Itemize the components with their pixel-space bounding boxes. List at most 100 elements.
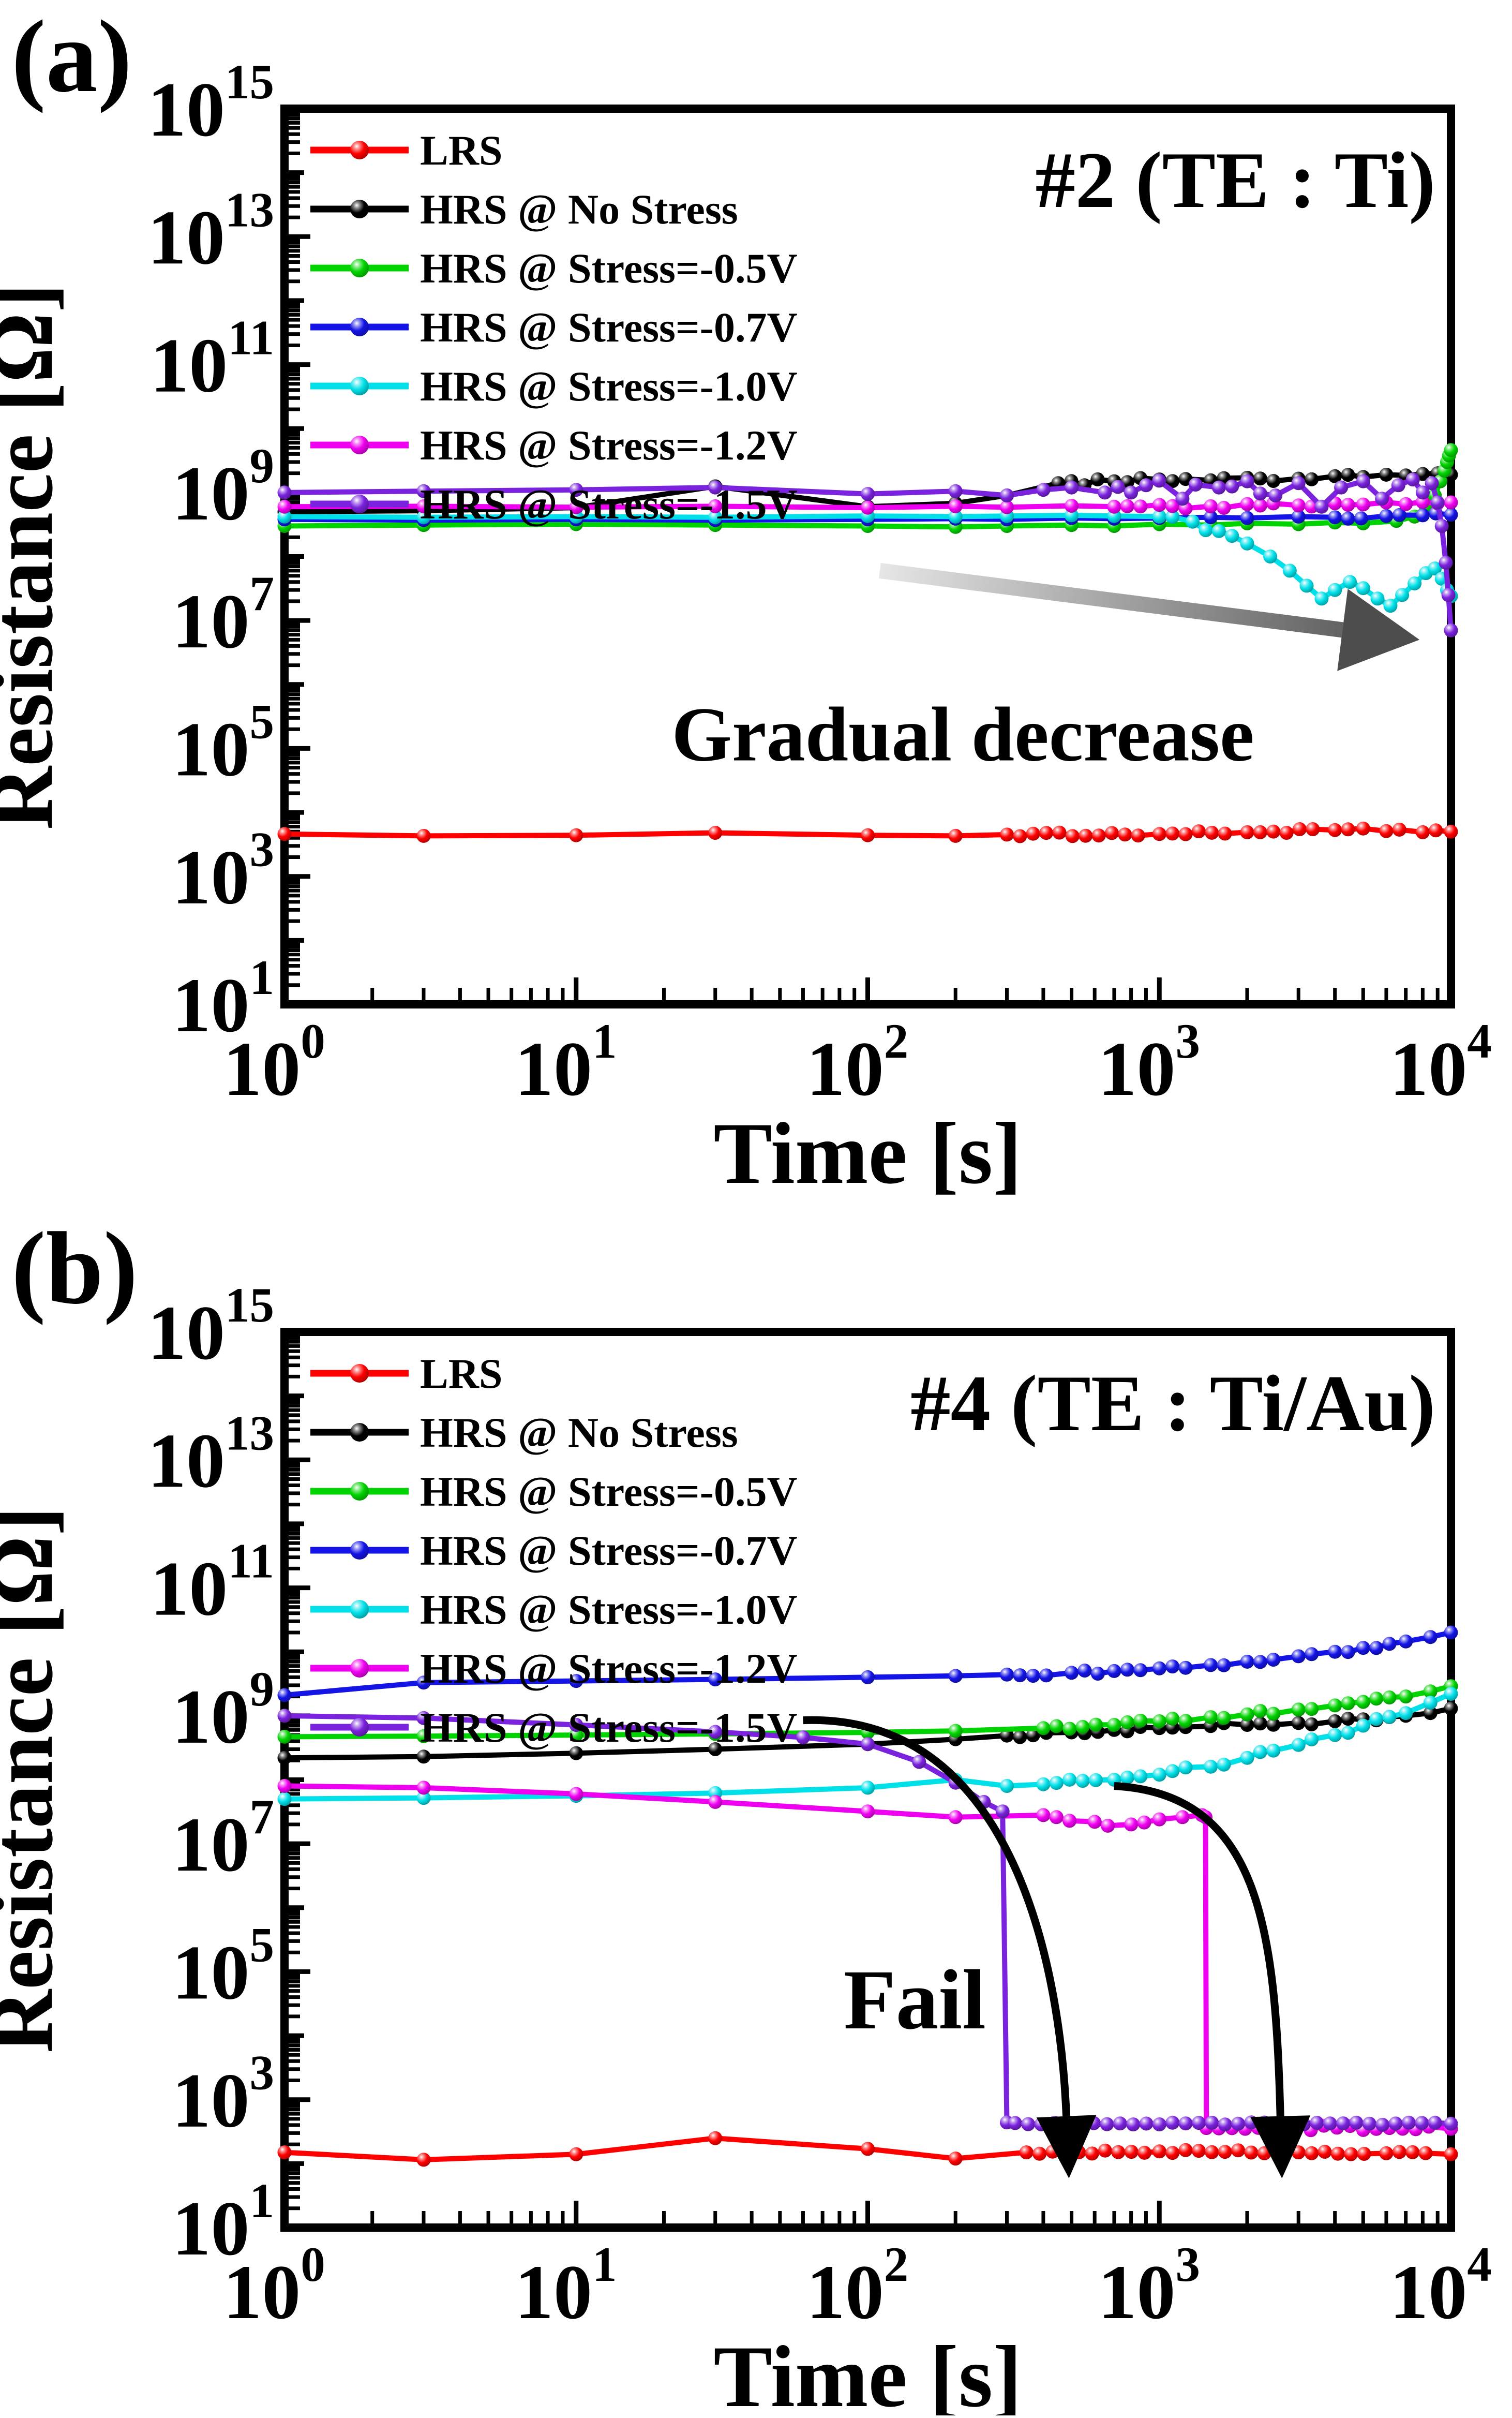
- series-marker: [912, 1755, 926, 1769]
- series-marker: [1133, 499, 1148, 514]
- series-marker: [1107, 1718, 1121, 1732]
- series-marker: [1379, 824, 1394, 838]
- series-marker: [1268, 488, 1283, 502]
- series-marker: [569, 483, 583, 497]
- y-tick-label: 1015: [147, 54, 274, 153]
- series-marker: [1428, 2115, 1442, 2130]
- series-marker: [1152, 1812, 1166, 1827]
- series-marker: [416, 1711, 431, 1725]
- series-marker: [1240, 536, 1254, 551]
- series-marker: [1334, 480, 1349, 495]
- series-marker: [796, 1730, 810, 1745]
- series-marker: [1291, 498, 1306, 513]
- series-marker: [1124, 485, 1138, 500]
- series-marker: [1444, 824, 1458, 839]
- series-marker: [1217, 501, 1231, 515]
- x-axis-label: Time [s]: [713, 1105, 1022, 1202]
- series-marker: [1341, 1696, 1355, 1711]
- series-marker: [569, 2147, 583, 2161]
- series-marker: [1306, 822, 1320, 836]
- series-marker: [1244, 2145, 1259, 2160]
- series-marker: [1075, 1719, 1090, 1734]
- series-marker: [948, 1724, 963, 1738]
- fail-arrow: [803, 1716, 1070, 2117]
- series-marker: [708, 1742, 723, 1756]
- series-marker: [277, 1792, 292, 1806]
- series-marker: [1152, 498, 1166, 512]
- series-marker: [1026, 1728, 1040, 1743]
- series-marker: [708, 1794, 723, 1809]
- series-marker: [416, 484, 431, 498]
- legend-label: HRS @ Stress=-0.5V: [420, 1468, 798, 1515]
- series-marker: [1341, 1712, 1355, 1726]
- series-marker: [948, 828, 963, 843]
- series-marker: [416, 1781, 431, 1795]
- series-marker: [1282, 563, 1297, 578]
- series-marker: [1124, 2145, 1139, 2159]
- series-marker: [1291, 476, 1306, 491]
- series-marker: [1328, 510, 1342, 525]
- series-marker: [1266, 474, 1281, 488]
- series-marker: [1139, 2116, 1154, 2131]
- series-marker: [1000, 1667, 1014, 1682]
- y-tick-label: 1013: [147, 1405, 274, 1504]
- series-marker: [708, 1672, 723, 1687]
- series-marker: [1423, 1706, 1438, 1720]
- series-marker: [1328, 469, 1342, 483]
- series-marker: [1370, 591, 1385, 606]
- series-marker: [1323, 2116, 1337, 2131]
- series-marker: [1240, 511, 1254, 525]
- series-marker: [1240, 474, 1254, 488]
- series-marker: [1091, 828, 1106, 843]
- annotation-text: Gradual decrease: [671, 692, 1254, 778]
- legend-label: HRS @ Stress=-0.7V: [420, 304, 798, 351]
- series-marker: [1085, 2146, 1099, 2161]
- series-marker: [1341, 1645, 1355, 1659]
- series-marker: [1137, 2145, 1151, 2160]
- series-marker: [1253, 1716, 1267, 1731]
- series-marker: [1098, 2143, 1112, 2158]
- series-marker: [1382, 1637, 1397, 1651]
- series-marker: [1418, 2146, 1433, 2160]
- series-marker: [1375, 492, 1389, 506]
- series-marker: [1152, 2144, 1166, 2159]
- series-marker: [1036, 1721, 1051, 1735]
- series-marker: [1133, 1713, 1148, 1728]
- series-marker: [416, 510, 431, 525]
- series-marker: [1408, 576, 1422, 590]
- series-marker: [1178, 827, 1193, 841]
- series-marker: [1266, 1653, 1281, 1667]
- series-marker: [1328, 823, 1342, 837]
- series-marker: [861, 2142, 875, 2156]
- series-marker: [861, 1670, 875, 1684]
- series-marker: [1225, 529, 1239, 543]
- series-marker: [1013, 1668, 1027, 1683]
- panel-title: #4 (TE : Ti/Au): [910, 1359, 1435, 1448]
- series-marker: [1165, 499, 1180, 513]
- series-marker: [277, 499, 292, 514]
- series-marker: [1013, 1730, 1027, 1744]
- series-marker: [708, 1725, 723, 1739]
- series-marker: [1111, 480, 1125, 494]
- series-marker: [861, 500, 875, 515]
- series-marker: [1211, 480, 1226, 495]
- series-marker: [1369, 1692, 1384, 1706]
- series-marker: [1052, 825, 1067, 840]
- series-marker: [1000, 1779, 1014, 1793]
- series-marker: [1441, 588, 1456, 602]
- fail-arrowhead: [1250, 2115, 1311, 2178]
- series-marker: [1152, 1661, 1166, 1675]
- series-marker: [1318, 2145, 1332, 2159]
- series-marker: [1000, 827, 1014, 842]
- y-tick-label: 105: [172, 1917, 275, 2015]
- series-marker: [1305, 472, 1319, 486]
- series-marker: [1065, 1666, 1079, 1680]
- series-marker: [1240, 1718, 1254, 1732]
- series-marker: [1392, 822, 1406, 837]
- series-marker: [1354, 511, 1368, 526]
- series-marker: [277, 2145, 292, 2160]
- series-marker: [1391, 478, 1405, 493]
- legend-label: HRS @ Stress=-0.7V: [420, 1527, 798, 1574]
- series-marker: [1101, 1818, 1115, 1833]
